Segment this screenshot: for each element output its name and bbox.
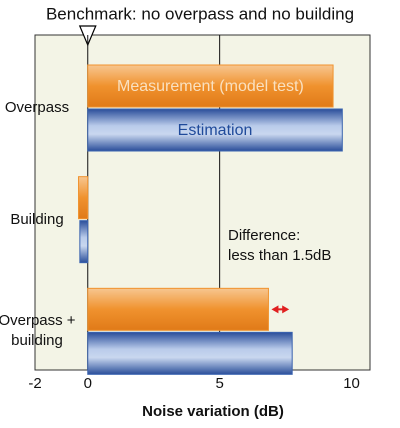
annotation: less than 1.5dB bbox=[228, 247, 331, 264]
x-tick-label: 5 bbox=[215, 375, 223, 392]
y-tick-label: Building bbox=[10, 210, 64, 228]
x-tick-label: 0 bbox=[84, 375, 92, 392]
bar bbox=[87, 331, 293, 375]
bar bbox=[78, 176, 89, 220]
y-tick-label: Overpass bbox=[4, 99, 70, 116]
y-tick-label: Overpass + building bbox=[0, 312, 76, 350]
x-tick-label: 10 bbox=[343, 375, 360, 392]
chart-title: Benchmark: no overpass and no building bbox=[46, 4, 354, 23]
bar bbox=[79, 220, 89, 264]
legend-label: Estimation bbox=[178, 122, 253, 139]
x-axis-label: Noise variation (dB) bbox=[142, 403, 284, 420]
arrow-head bbox=[271, 305, 290, 314]
annotation: Difference: bbox=[228, 227, 300, 244]
bar bbox=[87, 64, 334, 108]
bar bbox=[87, 287, 269, 331]
bar bbox=[87, 108, 343, 152]
x-tick-label: -2 bbox=[28, 375, 41, 392]
legend-label: Measurement (model test) bbox=[117, 78, 304, 95]
